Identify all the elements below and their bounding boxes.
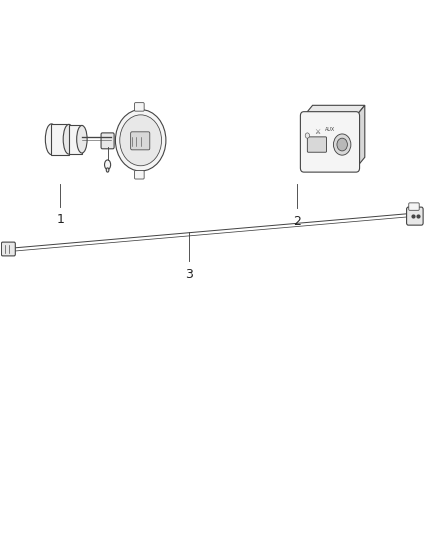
- Ellipse shape: [63, 124, 74, 154]
- Polygon shape: [51, 124, 69, 155]
- Text: 1: 1: [56, 214, 64, 227]
- Text: 2: 2: [293, 215, 301, 228]
- Ellipse shape: [106, 168, 109, 172]
- Polygon shape: [356, 106, 365, 168]
- FancyBboxPatch shape: [134, 103, 144, 111]
- FancyBboxPatch shape: [307, 137, 326, 152]
- Circle shape: [120, 115, 162, 166]
- Text: ⚔: ⚔: [314, 130, 320, 135]
- Ellipse shape: [46, 124, 57, 155]
- FancyBboxPatch shape: [1, 242, 15, 256]
- Circle shape: [337, 138, 347, 151]
- Circle shape: [333, 134, 351, 155]
- Circle shape: [116, 110, 166, 171]
- FancyBboxPatch shape: [406, 207, 423, 225]
- FancyBboxPatch shape: [131, 132, 150, 150]
- FancyBboxPatch shape: [134, 171, 144, 179]
- Polygon shape: [304, 106, 365, 116]
- FancyBboxPatch shape: [409, 203, 419, 211]
- FancyBboxPatch shape: [101, 133, 114, 149]
- Text: AUX: AUX: [325, 127, 335, 132]
- Polygon shape: [69, 125, 82, 154]
- Text: 3: 3: [184, 268, 192, 281]
- Ellipse shape: [77, 125, 87, 153]
- Ellipse shape: [123, 127, 132, 153]
- FancyBboxPatch shape: [300, 112, 360, 172]
- Circle shape: [305, 133, 310, 138]
- Ellipse shape: [105, 160, 111, 169]
